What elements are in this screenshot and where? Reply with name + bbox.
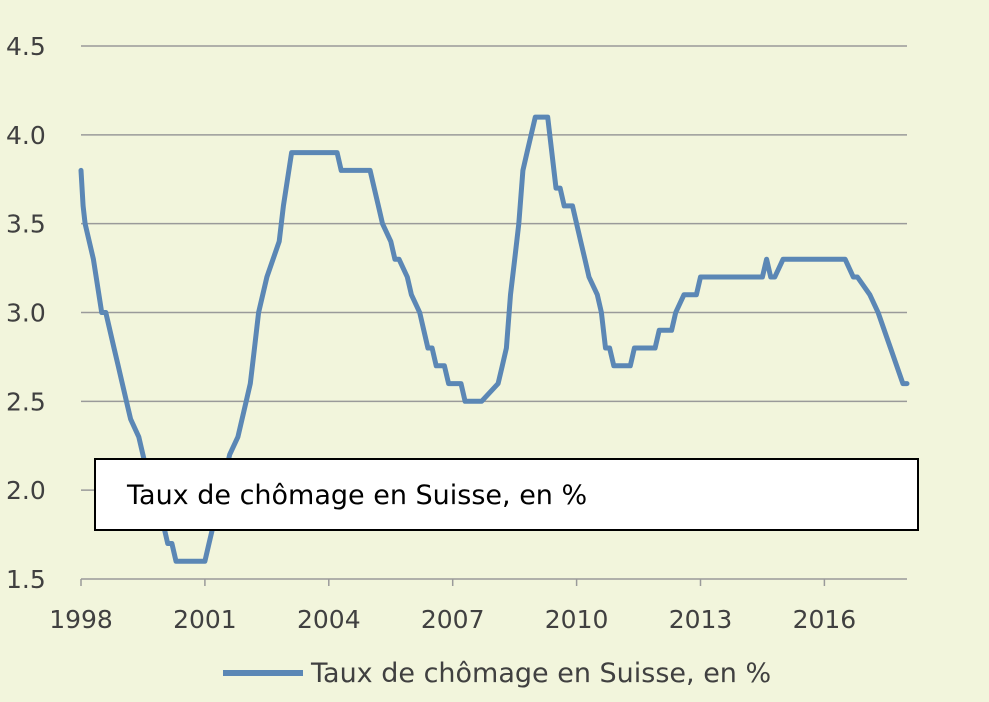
annotation-box: Taux de chômage en Suisse, en % xyxy=(94,458,919,531)
x-tick-label: 1998 xyxy=(49,605,113,634)
y-tick-label: 2.0 xyxy=(6,476,46,505)
series-line xyxy=(78,114,910,564)
y-axis-ticks: 1.5 2.0 2.5 3.0 3.5 4.0 4.5 xyxy=(6,32,46,594)
x-tick-label: 2004 xyxy=(297,605,361,634)
x-tick-label: 2013 xyxy=(669,605,733,634)
y-tick-label: 2.5 xyxy=(6,387,46,416)
y-tick-label: 3.5 xyxy=(6,210,46,239)
annotation-text: Taux de chômage en Suisse, en % xyxy=(126,480,587,511)
legend: Taux de chômage en Suisse, en % xyxy=(223,658,771,689)
x-tick-label: 2010 xyxy=(545,605,609,634)
gridlines xyxy=(81,45,907,491)
y-tick-label: 1.5 xyxy=(6,565,46,594)
x-tick-label: 2007 xyxy=(421,605,485,634)
legend-label: Taux de chômage en Suisse, en % xyxy=(310,658,771,689)
x-tick-label: 2016 xyxy=(793,605,857,634)
y-tick-label: 4.0 xyxy=(6,121,46,150)
y-tick-label: 4.5 xyxy=(6,32,46,61)
y-tick-label: 3.0 xyxy=(6,299,46,328)
x-axis: 1998 2001 2004 2007 2010 2013 2016 xyxy=(49,578,907,634)
series-layer xyxy=(78,114,910,564)
x-tick-label: 2001 xyxy=(173,605,237,634)
